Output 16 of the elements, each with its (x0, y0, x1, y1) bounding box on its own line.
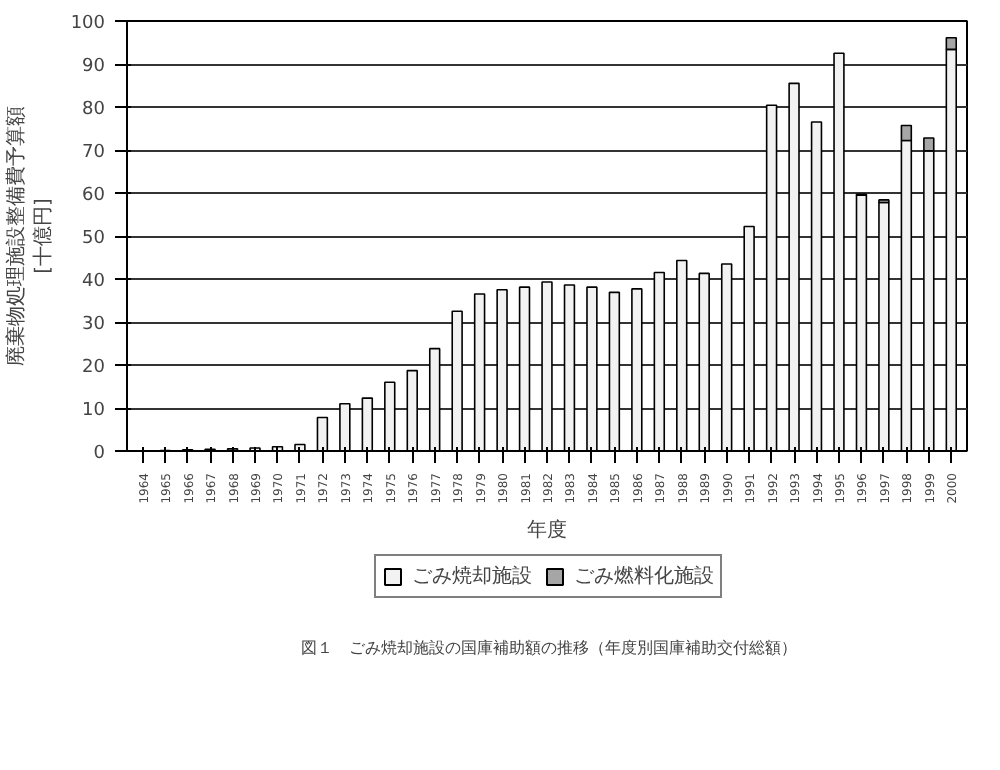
y-tick-label: 60 (82, 186, 106, 206)
y-tick-label: 90 (82, 57, 106, 77)
legend-label: ごみ焼却施設 (412, 563, 532, 590)
y-tick-label: 50 (82, 229, 106, 249)
y-tick-label: 20 (82, 358, 106, 378)
y-tick-label: 70 (82, 143, 106, 163)
legend-label: ごみ燃料化施設 (574, 563, 714, 590)
x-axis-title: 年度 (527, 517, 567, 542)
y-tick-label: 10 (82, 401, 106, 421)
y-tick-label: 80 (82, 100, 106, 120)
y-tick-label: 30 (82, 315, 106, 335)
y-tick-label: 0 (93, 444, 106, 464)
y-tick-label: 100 (70, 14, 106, 34)
y-tick-label: 40 (82, 272, 106, 292)
caption: 図１ ごみ焼却施設の国庫補助額の推移（年度別国庫補助交付総額） (301, 639, 797, 657)
y-axis-title: 廃棄物処理施設整備費予算額 [十億円] (4, 106, 55, 366)
